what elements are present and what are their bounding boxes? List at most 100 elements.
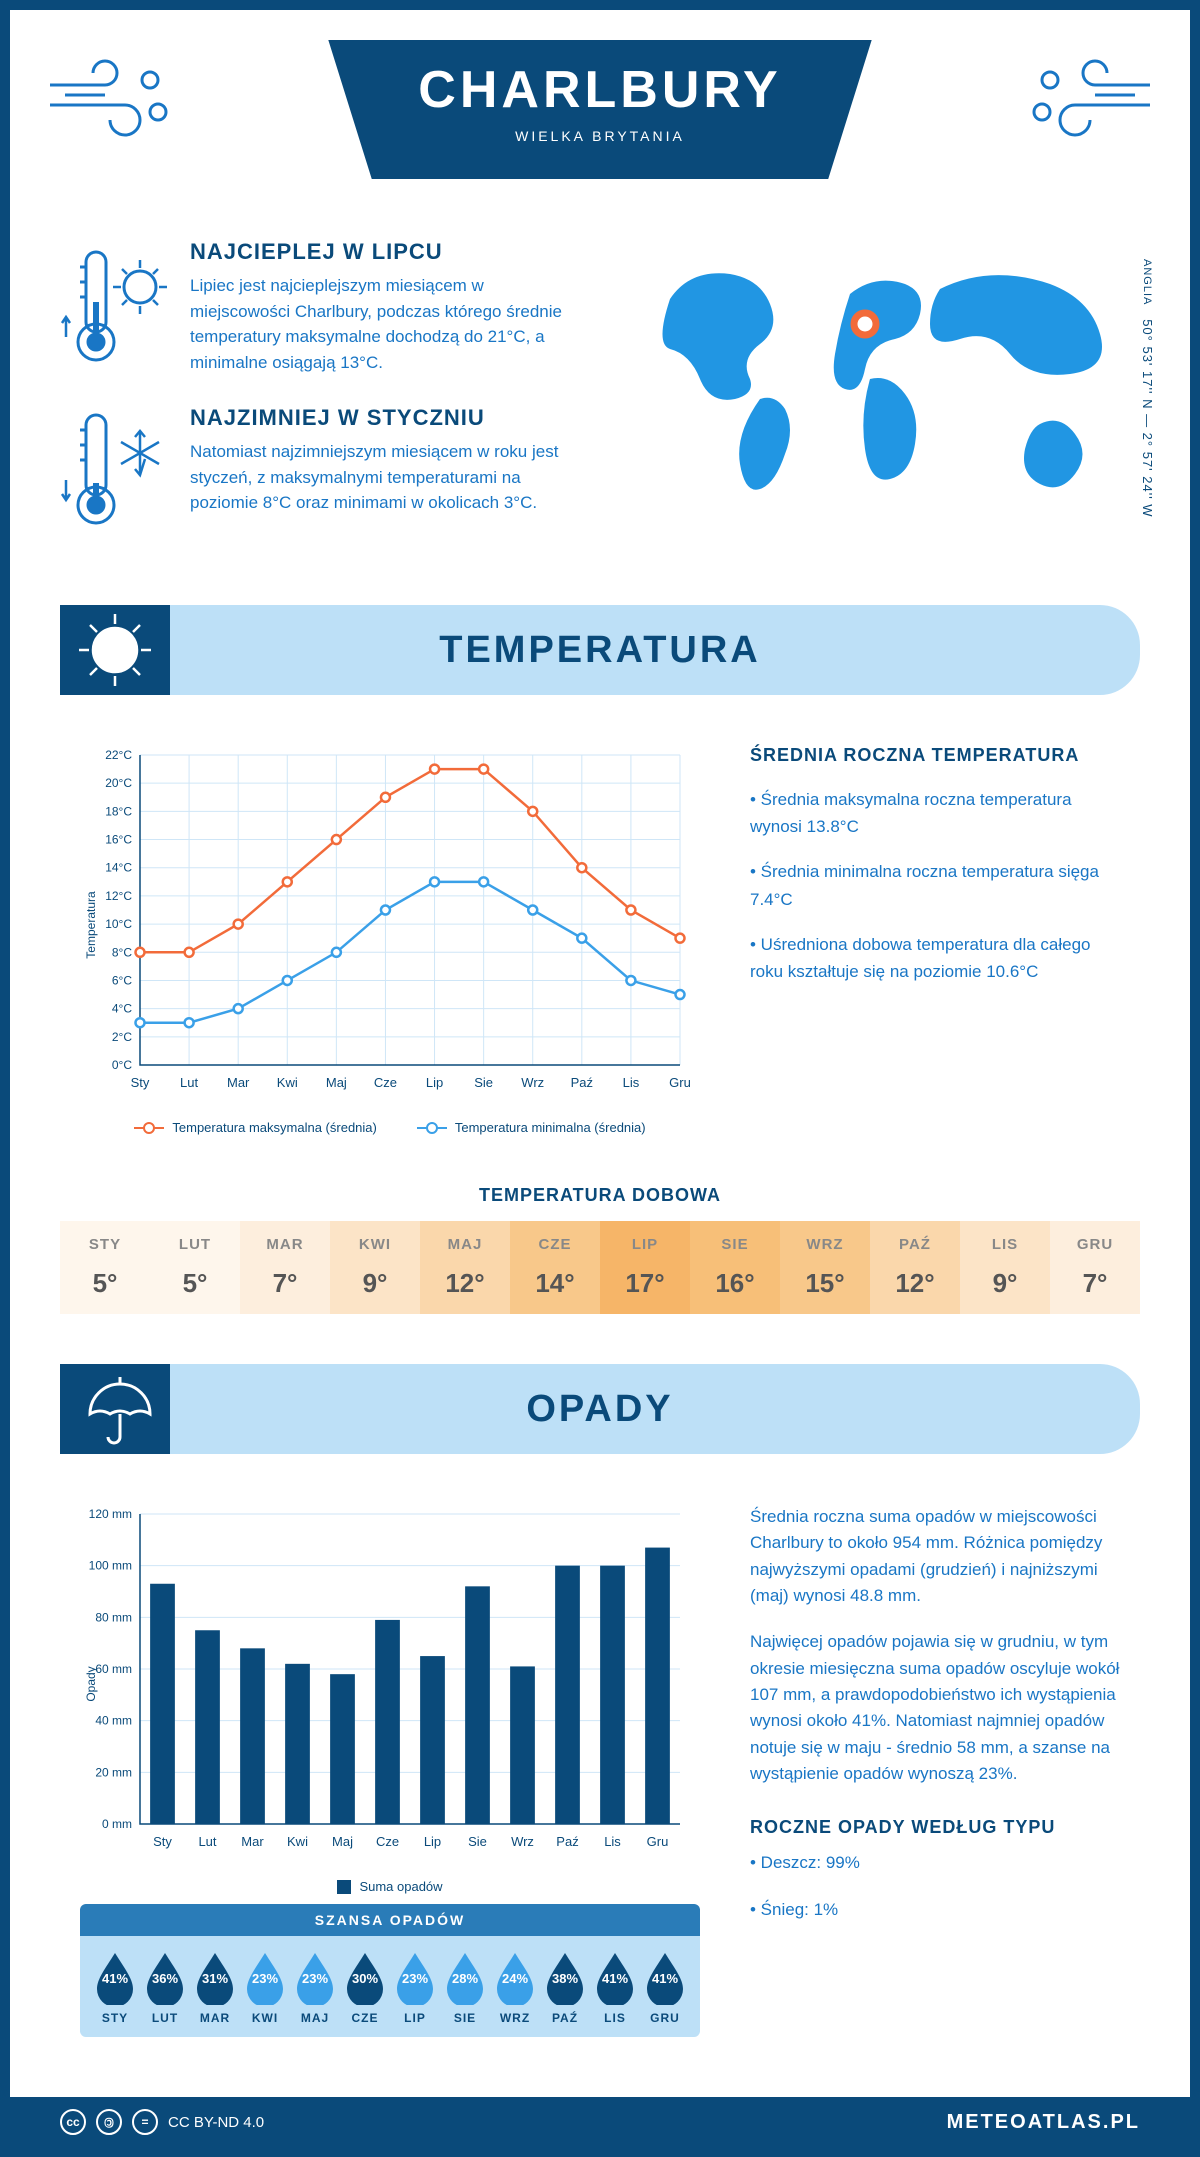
daily-temp-cell: LUT5° [150, 1221, 240, 1314]
warmest-title: NAJCIEPLEJ W LIPCU [190, 239, 580, 265]
svg-text:20 mm: 20 mm [95, 1765, 132, 1779]
svg-text:14°C: 14°C [105, 861, 132, 875]
coldest-body: Natomiast najzimniejszym miesiącem w rok… [190, 439, 580, 516]
svg-text:4°C: 4°C [112, 1002, 132, 1016]
chance-cell: 38%PAŹ [540, 1951, 590, 2025]
svg-text:Lip: Lip [426, 1075, 443, 1090]
chance-cell: 24%WRZ [490, 1951, 540, 2025]
svg-text:Lut: Lut [198, 1834, 216, 1849]
svg-text:Temperatura: Temperatura [84, 891, 98, 959]
daily-temp-title: TEMPERATURA DOBOWA [10, 1185, 1190, 1206]
temp-stat-line: • Średnia minimalna roczna temperatura s… [750, 858, 1120, 912]
svg-text:Lis: Lis [604, 1834, 621, 1849]
svg-text:0°C: 0°C [112, 1058, 132, 1072]
svg-text:Opady: Opady [84, 1666, 98, 1701]
daily-temp-cell: SIE16° [690, 1221, 780, 1314]
chance-cell: 41%GRU [640, 1951, 690, 2025]
svg-text:120 mm: 120 mm [89, 1507, 132, 1521]
svg-text:Sty: Sty [153, 1834, 172, 1849]
location-title: CHARLBURY [418, 60, 781, 120]
svg-text:Cze: Cze [374, 1075, 397, 1090]
svg-text:100 mm: 100 mm [89, 1559, 132, 1573]
warmest-body: Lipiec jest najcieplejszym miesiącem w m… [190, 273, 580, 375]
svg-text:Maj: Maj [332, 1834, 353, 1849]
precip-type-line: • Deszcz: 99% [750, 1850, 1120, 1876]
svg-text:18°C: 18°C [105, 804, 132, 818]
sun-icon [75, 610, 155, 690]
daily-temp-cell: LIP17° [600, 1221, 690, 1314]
chance-cell: 36%LUT [140, 1951, 190, 2025]
svg-text:22°C: 22°C [105, 748, 132, 762]
svg-text:Sty: Sty [131, 1075, 150, 1090]
daily-temp-table: STY5°LUT5°MAR7°KWI9°MAJ12°CZE14°LIP17°SI… [60, 1221, 1140, 1314]
legend-temp-min: Temperatura minimalna (średnia) [417, 1120, 646, 1135]
svg-text:16°C: 16°C [105, 833, 132, 847]
svg-text:6°C: 6°C [112, 973, 132, 987]
section-header-temperature: TEMPERATURA [60, 605, 1140, 695]
page-header: CHARLBURY WIELKA BRYTANIA [10, 10, 1190, 229]
svg-text:Kwi: Kwi [277, 1075, 298, 1090]
cc-by-icon: 🄯 [96, 2109, 122, 2135]
daily-temp-cell: KWI9° [330, 1221, 420, 1314]
svg-text:Gru: Gru [647, 1834, 669, 1849]
precip-chance-title: SZANSA OPADÓW [80, 1904, 700, 1936]
wind-icon [40, 50, 180, 150]
svg-text:40 mm: 40 mm [95, 1714, 132, 1728]
svg-text:80 mm: 80 mm [95, 1610, 132, 1624]
temperature-line-chart: 0°C2°C4°C6°C8°C10°C12°C14°C16°C18°C20°C2… [80, 745, 700, 1135]
world-map-icon [620, 239, 1140, 519]
svg-text:Wrz: Wrz [511, 1834, 534, 1849]
svg-text:Gru: Gru [669, 1075, 691, 1090]
precip-type-line: • Śnieg: 1% [750, 1897, 1120, 1923]
chance-cell: 41%LIS [590, 1951, 640, 2025]
svg-text:Sie: Sie [468, 1834, 487, 1849]
svg-text:Mar: Mar [227, 1075, 250, 1090]
svg-text:Lis: Lis [623, 1075, 640, 1090]
precipitation-bar-chart: 0 mm 20 mm 40 mm 60 mm 80 mm 100 mm 120 mm Sty L… [80, 1504, 700, 2067]
wind-icon [1020, 50, 1160, 150]
chance-cell: 30%CZE [340, 1951, 390, 2025]
umbrella-icon [75, 1369, 155, 1449]
svg-text:Maj: Maj [326, 1075, 347, 1090]
daily-temp-cell: WRZ15° [780, 1221, 870, 1314]
thermometer-hot-icon [60, 239, 170, 375]
coordinates: ANGLIA 50° 53' 17'' N — 2° 57' 24'' W [1140, 259, 1155, 518]
chance-cell: 23%MAJ [290, 1951, 340, 2025]
svg-text:Wrz: Wrz [521, 1075, 544, 1090]
chance-cell: 28%SIE [440, 1951, 490, 2025]
daily-temp-cell: STY5° [60, 1221, 150, 1314]
legend-temp-max: Temperatura maksymalna (średnia) [134, 1120, 376, 1135]
svg-text:60 mm: 60 mm [95, 1662, 132, 1676]
section-title-temperature: TEMPERATURA [170, 629, 1140, 672]
precip-para-1: Średnia roczna suma opadów w miejscowośc… [750, 1504, 1120, 1609]
temp-stats-title: ŚREDNIA ROCZNA TEMPERATURA [750, 745, 1120, 766]
chance-cell: 23%LIP [390, 1951, 440, 2025]
cc-nd-icon: = [132, 2109, 158, 2135]
svg-text:20°C: 20°C [105, 776, 132, 790]
svg-text:Paź: Paź [571, 1075, 593, 1090]
coldest-title: NAJZIMNIEJ W STYCZNIU [190, 405, 580, 431]
warmest-block: NAJCIEPLEJ W LIPCU Lipiec jest najcieple… [60, 239, 580, 375]
daily-temp-cell: MAJ12° [420, 1221, 510, 1314]
svg-text:8°C: 8°C [112, 945, 132, 959]
svg-text:Lut: Lut [180, 1075, 198, 1090]
summary-row: NAJCIEPLEJ W LIPCU Lipiec jest najcieple… [10, 229, 1190, 605]
svg-text:Paź: Paź [556, 1834, 578, 1849]
section-header-precip: OPADY [60, 1364, 1140, 1454]
temp-stat-line: • Średnia maksymalna roczna temperatura … [750, 786, 1120, 840]
svg-text:0 mm: 0 mm [102, 1817, 132, 1831]
daily-temp-cell: LIS9° [960, 1221, 1050, 1314]
precip-chance-panel: SZANSA OPADÓW 41%STY36%LUT31%MAR23%KWI23… [80, 1904, 700, 2037]
svg-text:2°C: 2°C [112, 1030, 132, 1044]
location-country: WIELKA BRYTANIA [418, 128, 781, 144]
license-text: CC BY-ND 4.0 [168, 2114, 264, 2131]
precipitation-text: Średnia roczna suma opadów w miejscowośc… [750, 1504, 1120, 2067]
svg-text:Sie: Sie [474, 1075, 493, 1090]
svg-text:Mar: Mar [241, 1834, 264, 1849]
coldest-block: NAJZIMNIEJ W STYCZNIU Natomiast najzimni… [60, 405, 580, 535]
svg-text:Lip: Lip [424, 1834, 441, 1849]
thermometer-cold-icon [60, 405, 170, 535]
temperature-stats: ŚREDNIA ROCZNA TEMPERATURA • Średnia mak… [750, 745, 1120, 1135]
svg-text:Kwi: Kwi [287, 1834, 308, 1849]
chance-cell: 31%MAR [190, 1951, 240, 2025]
